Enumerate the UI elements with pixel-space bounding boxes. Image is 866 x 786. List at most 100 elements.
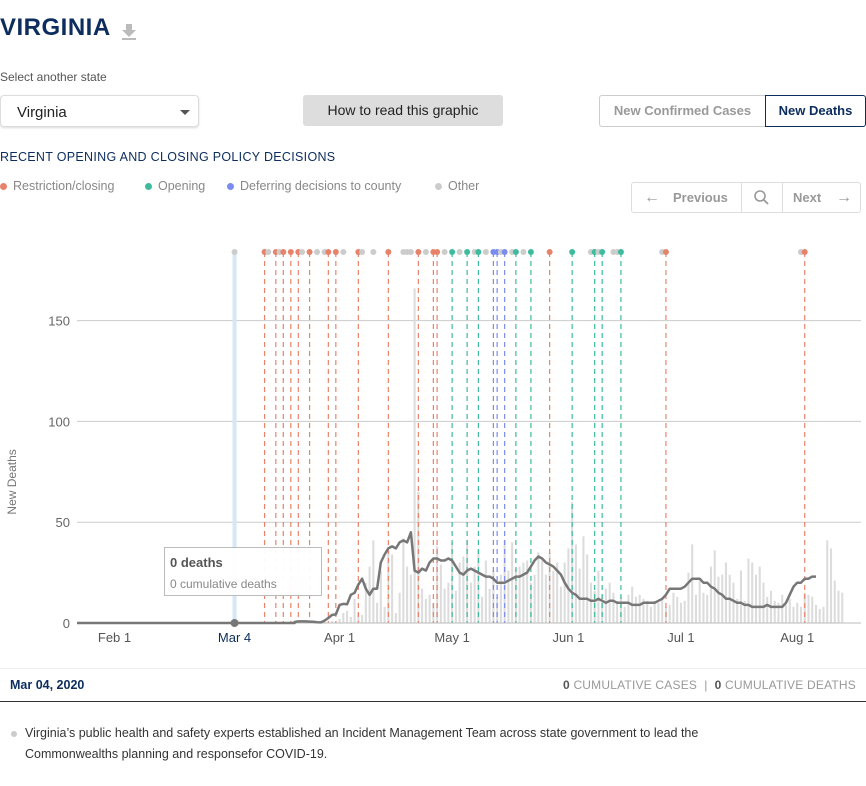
policy-event-dot bbox=[370, 249, 377, 255]
y-axis-label: New Deaths bbox=[5, 449, 19, 514]
bar bbox=[841, 592, 844, 623]
bar bbox=[717, 576, 720, 623]
bar bbox=[484, 560, 487, 623]
bar bbox=[799, 606, 803, 623]
bar bbox=[424, 598, 427, 623]
bar bbox=[691, 544, 694, 623]
bar bbox=[829, 548, 833, 623]
state-select[interactable]: Virginia bbox=[0, 95, 199, 127]
policy-pager: ← Previous Next → bbox=[631, 182, 861, 213]
bar bbox=[601, 594, 604, 623]
next-button[interactable]: Next → bbox=[783, 183, 860, 212]
bar bbox=[529, 582, 532, 623]
policy-event-dot bbox=[287, 249, 294, 255]
bar bbox=[496, 596, 499, 623]
toggle-new-cases[interactable]: New Confirmed Cases bbox=[599, 95, 765, 127]
selected-date-marker bbox=[230, 619, 239, 627]
avg-line bbox=[77, 531, 816, 625]
bar bbox=[653, 600, 656, 623]
y-tick-label: 100 bbox=[48, 414, 70, 429]
county-dot-icon bbox=[227, 182, 234, 190]
bar bbox=[709, 566, 712, 623]
bar bbox=[428, 594, 431, 623]
bar bbox=[597, 570, 600, 623]
tooltip-cumulative: 0 cumulative deaths bbox=[170, 577, 277, 591]
cumulative-deaths-label: CUMULATIVE DEATHS bbox=[725, 678, 856, 692]
policy-event-dot bbox=[464, 249, 471, 255]
bar bbox=[511, 542, 514, 623]
bar bbox=[537, 552, 540, 623]
bar bbox=[507, 570, 510, 623]
bar bbox=[642, 598, 645, 623]
policy-event-dot bbox=[265, 249, 272, 255]
previous-button[interactable]: ← Previous bbox=[632, 183, 742, 212]
bar bbox=[469, 582, 472, 623]
bar bbox=[616, 600, 619, 623]
bar bbox=[796, 602, 799, 623]
bar bbox=[436, 546, 439, 623]
bar bbox=[342, 612, 345, 623]
bar bbox=[683, 600, 686, 623]
opening-dot-icon bbox=[145, 182, 152, 190]
bar bbox=[747, 558, 750, 623]
bar bbox=[574, 544, 577, 623]
policy-event-dot bbox=[332, 249, 339, 255]
selected-date-dot bbox=[231, 249, 238, 255]
bar bbox=[559, 586, 562, 623]
summary-separator: | bbox=[704, 678, 708, 692]
bar bbox=[762, 582, 765, 623]
bar bbox=[822, 606, 825, 623]
policy-event-dot bbox=[475, 249, 482, 255]
policy-event-dot bbox=[340, 249, 347, 255]
bar bbox=[372, 540, 375, 623]
toggle-new-deaths[interactable]: New Deaths bbox=[765, 95, 866, 127]
bar bbox=[623, 606, 626, 623]
x-tick-label: May 1 bbox=[434, 630, 469, 645]
bar bbox=[439, 564, 442, 623]
selected-date: Mar 04, 2020 bbox=[10, 678, 85, 692]
selected-date-label: Mar 4 bbox=[218, 630, 251, 645]
bar bbox=[589, 582, 592, 623]
policy-event-dot bbox=[385, 249, 392, 255]
policy-event-dot bbox=[527, 249, 534, 255]
bar bbox=[466, 540, 469, 623]
state-select-label: Select another state bbox=[0, 70, 107, 84]
bar bbox=[353, 598, 356, 623]
y-tick-label: 50 bbox=[56, 515, 70, 530]
policy-section-title: RECENT OPENING AND CLOSING POLICY DECISI… bbox=[0, 150, 336, 164]
bar bbox=[736, 598, 739, 623]
bar bbox=[451, 542, 454, 623]
bar bbox=[781, 594, 784, 623]
legend-label: Deferring decisions to county bbox=[240, 179, 402, 193]
chart-tooltip: 0 deaths 0 cumulative deaths bbox=[164, 547, 322, 596]
how-to-read-button[interactable]: How to read this graphic bbox=[303, 95, 503, 126]
bar bbox=[638, 594, 641, 623]
cumulative-cases-value: 0 bbox=[563, 678, 570, 692]
bar bbox=[608, 582, 611, 623]
download-icon[interactable] bbox=[120, 22, 138, 42]
bar bbox=[657, 602, 660, 623]
bar bbox=[331, 620, 334, 623]
bar bbox=[694, 594, 697, 623]
policy-event-dot bbox=[569, 249, 576, 255]
bar bbox=[732, 582, 735, 623]
legend-item-restriction: Restriction/closing bbox=[0, 179, 114, 193]
bar bbox=[556, 562, 559, 623]
bar bbox=[713, 550, 716, 623]
page-title: VIRGINIA bbox=[0, 14, 111, 41]
bar bbox=[402, 538, 405, 623]
policy-event-dot bbox=[441, 249, 448, 255]
x-tick-label: Aug 1 bbox=[780, 630, 814, 645]
zoom-button[interactable] bbox=[742, 183, 783, 212]
bar bbox=[811, 596, 814, 623]
policy-event-dot bbox=[314, 249, 321, 255]
bar bbox=[672, 592, 675, 623]
bar bbox=[833, 580, 836, 623]
policy-event-dot bbox=[520, 249, 527, 255]
bar bbox=[481, 596, 484, 623]
bar bbox=[627, 594, 630, 623]
policy-event-dot bbox=[482, 249, 489, 255]
bar bbox=[818, 608, 821, 623]
bar bbox=[784, 604, 788, 623]
